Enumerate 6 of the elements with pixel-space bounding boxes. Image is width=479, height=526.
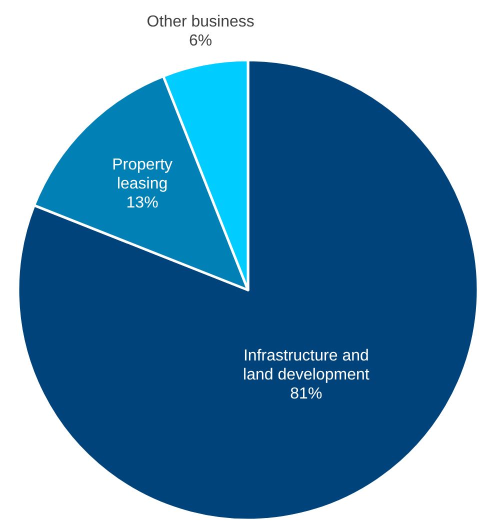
data-label: 81% bbox=[290, 386, 322, 403]
slice-label: Property leasing bbox=[112, 156, 173, 193]
data-label: 13% bbox=[126, 194, 158, 212]
data-label: 6% bbox=[189, 32, 212, 50]
slice-label: Other business bbox=[146, 14, 254, 31]
slice-label: Infrastructure and land development bbox=[243, 348, 370, 384]
